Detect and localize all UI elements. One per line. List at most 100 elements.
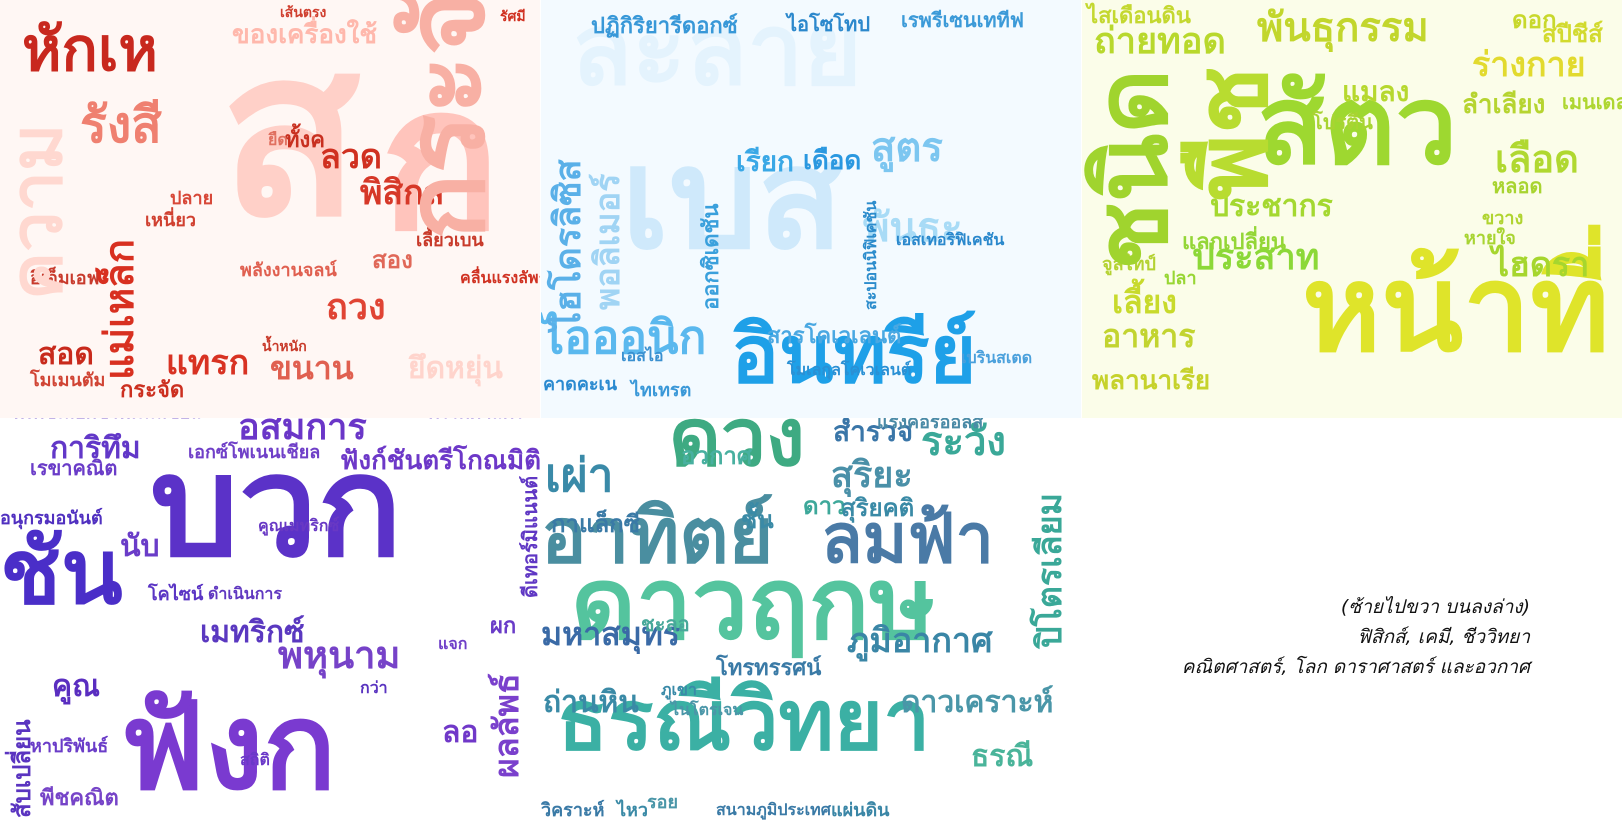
cloud-word: ภูเขา [661,680,697,699]
cloud-word: เบรินสเตด [961,348,1033,367]
cloud-word: เอกซ์โพเนนเชียล [188,442,321,463]
cloud-word: ถวง [326,287,386,328]
cloud-word: คูณ [52,669,100,704]
cloud-word: อนุกรมอนันต์ [0,508,103,529]
cloud-word: ประสาท [1192,237,1320,278]
cloud-word: พีชคณิต [40,786,119,811]
cloud-word: เอสเทอริฟิเคชัน [896,230,1005,249]
cloud-word: ประชากร [1210,189,1333,224]
cloud-word: ธรณีวิทยา [557,671,931,769]
cloud-word: ปิโตรเลียม [1030,493,1070,648]
cloud-word: ระวัง [921,419,1006,465]
cloud-word: เรียก [736,145,794,178]
cloud-word: ถ่านหิน [543,685,639,720]
cloud-word: ส [220,1,361,268]
caption: (ซ้ายไปขวา บนลงล่าง) ฟิสิกส์, เคมี, ชีวว… [1182,592,1530,682]
cloud-word: เรพรีเซนเททีฟ [901,8,1024,32]
cloud-word: สุริยคติ [841,494,915,522]
cloud-word: อาหาร [1102,317,1196,355]
cloud-word: ผก [490,614,517,639]
cloud-word: ชั้น [741,506,774,534]
cloud-word: รังสี [80,96,162,154]
caption-subjects-bottom: คณิตศาสตร์, โลก ดาราศาสตร์ และอวกาศ [1181,656,1530,678]
cloud-word: หักเห [22,15,158,85]
cloud-word: หายใจ [1464,228,1516,249]
cloud-word: ชนิด [1082,68,1190,270]
cloud-word: เส้นตรง [280,5,327,21]
cloud-word: ฟังก์ชันเอกซ์โพเนนเชียล [12,418,201,422]
cloud-word: ดาวเคราะห์ [901,685,1054,720]
cloud-word: ลวด [320,137,383,177]
cloud-word: ของเครื่องใช้ [232,20,377,50]
cloud-word: โคไซน์ [148,584,204,605]
cloud-word: สปีชีส์ [1542,20,1603,48]
cloud-word: คาดคะเน [543,374,618,395]
cloud-word: คลื่นแรงลัพธ์ [460,268,540,287]
cloud-word: พหุนาม [278,633,401,677]
cloud-word: พลานาเรีย [1092,366,1211,396]
cloud-word: สูตร [871,125,943,171]
cloud-word: ไอออนิก [541,310,707,364]
cloud-word: เลี้ยวเบน [416,230,484,251]
cloud-word: แผ่นดิน [831,800,890,821]
cloud-word: พอลิเมอร์ [588,173,628,310]
cloud-word: ฟังก์ชันตรีโกณมิติ [340,446,540,476]
cloud-word: เมทริกซ์ [200,615,305,650]
cloud-word: ผลลัพธ์ [487,673,527,778]
cloud-word: ธรณี [971,739,1034,774]
cloud-word: ดาวฤกษ [571,545,936,662]
cloud-word: ดีเทอร์มิแนนต์ [518,475,540,598]
cloud-word: ดอก [1512,6,1557,34]
cloud-word: โมเลกุลโคเวเลนต์ [787,360,912,379]
cloud-word: ไนโตรเจน [671,700,744,719]
cloud-word: พิสิกส [360,173,445,213]
cloud-word: สอง [372,246,413,274]
cloud-word: วิคราะห์ [541,800,605,821]
cloud-word: โทรทรรศน์ [716,656,822,681]
cloud-word: กระจัด [120,378,185,403]
cloud-word: สับเปลี่ยน [8,719,36,819]
cloud-word: ตรรกศาสตร์ [428,418,524,422]
cloud-word: เหนี่ยว [145,210,196,231]
cloud-word: เลือด [1495,137,1579,181]
cloud-word: อาทิตย์ [541,491,774,580]
wordcloud-mathematics: บวก ฟังก ชัน ฟังก์ชันตรีโกณมิติ อสมการ พหุนาม… [0,418,540,836]
cloud-word: อสมการ [238,418,367,448]
cloud-word: พันธุกรรม [1257,5,1429,51]
cloud-word: พลังงานจลน์ [240,260,337,281]
caption-order: (ซ้ายไปขวา บนลงล่าง) [1340,596,1530,618]
cloud-word: การิทึม [50,431,141,466]
cloud-word: ก [380,43,502,276]
cloud-word: กระจัด [381,0,509,240]
cloud-word: สารโคเวเลนต์ [767,324,902,349]
cloud-word: ร่างกาย [1472,45,1586,85]
cloud-word: หน้าที่ [1302,240,1610,379]
cloud-word: ดวง [669,418,805,484]
cloud-word: เบส [621,118,844,281]
cloud-word: ไฮดรา [1492,245,1590,285]
wordcloud-earth-space: ดวง ดาวฤกษ อาทิตย์ ลมฟ้า ธรณีวิทยา เผ่า ระวังม… [541,418,1081,836]
cloud-word: สนามภูมิประเทศ [716,800,831,819]
cloud-word: ถ่ายทอด [1094,21,1226,62]
cloud-word: โมเมนตัม [30,370,106,391]
cloud-word: ชัน [0,520,123,625]
caption-subjects-top: ฟิสิกส์, เคมี, ชีววิทยา [1357,626,1530,648]
cloud-word: ยืด [268,130,288,149]
cloud-word: ไทเทรต [631,380,692,401]
cloud-word: คูณเมทริกซ์ [258,516,340,535]
cloud-word: ไฮโดรลิซิส [548,159,589,330]
cloud-word: ชะลอ [641,612,690,636]
cloud-word: ยึดหยุ่น [408,351,503,386]
cloud-word: กาแล็กซี [551,510,641,538]
cloud-word: น้ำหนัก [262,339,307,355]
cloud-word: ภูมิอากาศ [847,621,993,661]
cloud-word: ปลาย [170,188,214,209]
cloud-word: เอสไอ [621,346,664,365]
cloud-word: ละลาย [571,0,863,108]
cloud-word: สถิติ [240,750,270,769]
cloud-word: กว่า [360,678,388,697]
cloud-word: หาปริพันธ์ [30,736,109,757]
cloud-word: แรงคอริออลิส [877,418,984,433]
cloud-word: ฟังก [120,678,337,817]
cloud-word: ทั้งค [285,128,325,153]
